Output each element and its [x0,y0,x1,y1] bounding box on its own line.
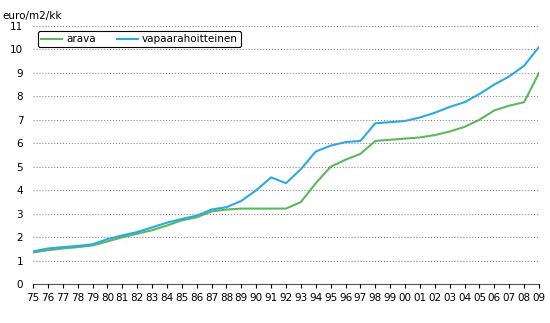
vapaarahoitteinen [476,92,483,96]
vapaarahoitteinen [74,244,81,248]
vapaarahoitteinen [491,83,498,87]
Text: euro/m2/kk: euro/m2/kk [3,11,62,21]
arava [298,200,304,204]
vapaarahoitteinen [134,230,140,234]
vapaarahoitteinen [283,181,289,185]
arava [30,251,36,255]
vapaarahoitteinen [342,140,349,144]
arava [223,208,230,212]
arava [238,207,245,211]
arava [283,207,289,211]
arava [476,118,483,122]
arava [74,245,81,249]
vapaarahoitteinen [179,217,185,221]
vapaarahoitteinen [104,237,111,241]
arava [148,228,155,232]
vapaarahoitteinen [194,214,200,218]
Line: vapaarahoitteinen: vapaarahoitteinen [33,47,539,251]
vapaarahoitteinen [119,234,125,237]
arava [268,207,274,211]
arava [253,207,260,211]
vapaarahoitteinen [164,221,170,224]
vapaarahoitteinen [506,74,513,78]
vapaarahoitteinen [387,120,393,124]
vapaarahoitteinen [417,116,424,120]
arava [372,139,378,143]
Line: arava: arava [33,73,539,253]
arava [402,137,408,141]
arava [387,138,393,142]
arava [432,133,438,137]
vapaarahoitteinen [312,150,319,153]
vapaarahoitteinen [372,121,378,125]
vapaarahoitteinen [268,175,274,179]
vapaarahoitteinen [536,45,542,49]
arava [208,210,215,214]
vapaarahoitteinen [238,199,245,203]
arava [506,104,513,108]
arava [119,235,125,239]
vapaarahoitteinen [89,242,96,246]
arava [357,152,364,156]
arava [461,125,468,129]
vapaarahoitteinen [357,139,364,143]
vapaarahoitteinen [402,119,408,123]
vapaarahoitteinen [30,249,36,253]
arava [194,215,200,219]
arava [417,135,424,139]
vapaarahoitteinen [461,100,468,104]
arava [179,218,185,222]
vapaarahoitteinen [148,225,155,229]
vapaarahoitteinen [298,167,304,171]
vapaarahoitteinen [432,111,438,115]
vapaarahoitteinen [521,64,527,68]
arava [491,109,498,112]
arava [164,224,170,227]
vapaarahoitteinen [208,208,215,212]
arava [312,181,319,185]
arava [447,130,453,133]
vapaarahoitteinen [59,245,66,249]
arava [342,158,349,162]
vapaarahoitteinen [327,144,334,148]
vapaarahoitteinen [447,105,453,109]
arava [327,165,334,169]
arava [521,100,527,104]
vapaarahoitteinen [223,205,230,209]
vapaarahoitteinen [253,188,260,192]
arava [134,232,140,236]
arava [89,244,96,247]
vapaarahoitteinen [45,246,51,250]
arava [104,240,111,244]
arava [536,71,542,75]
arava [59,246,66,250]
Legend: arava, vapaarahoitteinen: arava, vapaarahoitteinen [38,31,241,47]
arava [45,248,51,252]
